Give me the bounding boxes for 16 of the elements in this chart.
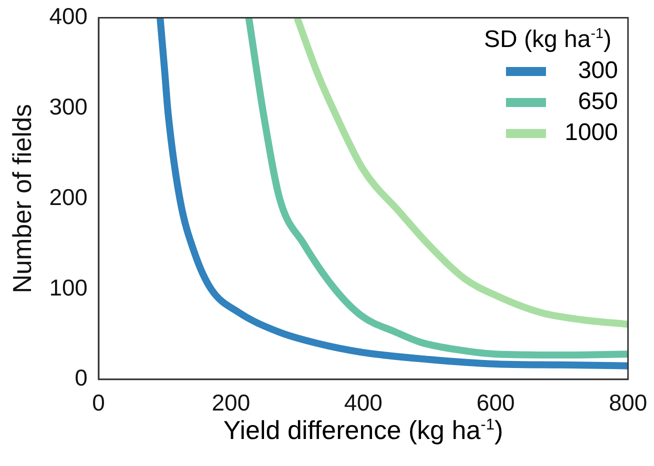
y-tick-label: 100 <box>49 274 88 300</box>
y-axis-title: Number of fields <box>6 104 37 294</box>
y-tick-label: 200 <box>49 184 88 210</box>
x-tick-label: 800 <box>608 390 648 416</box>
x-tick-label: 200 <box>212 390 250 416</box>
x-tick-label: 400 <box>344 390 382 416</box>
x-axis-title: Yield difference (kg ha$^{-1}$) <box>223 415 504 446</box>
legend-label: 1000 <box>564 119 618 148</box>
legend-label: 300 <box>576 57 618 86</box>
legend-label: 650 <box>576 88 618 116</box>
x-tick-label: 0 <box>92 390 105 416</box>
y-tick-label: 300 <box>49 94 88 120</box>
y-tick-label: 0 <box>74 364 88 391</box>
x-tick-label: 600 <box>476 390 515 416</box>
legend-title: SD (kg ha$^{-1}$) <box>484 26 613 54</box>
y-tick-label: 400 <box>49 3 88 30</box>
